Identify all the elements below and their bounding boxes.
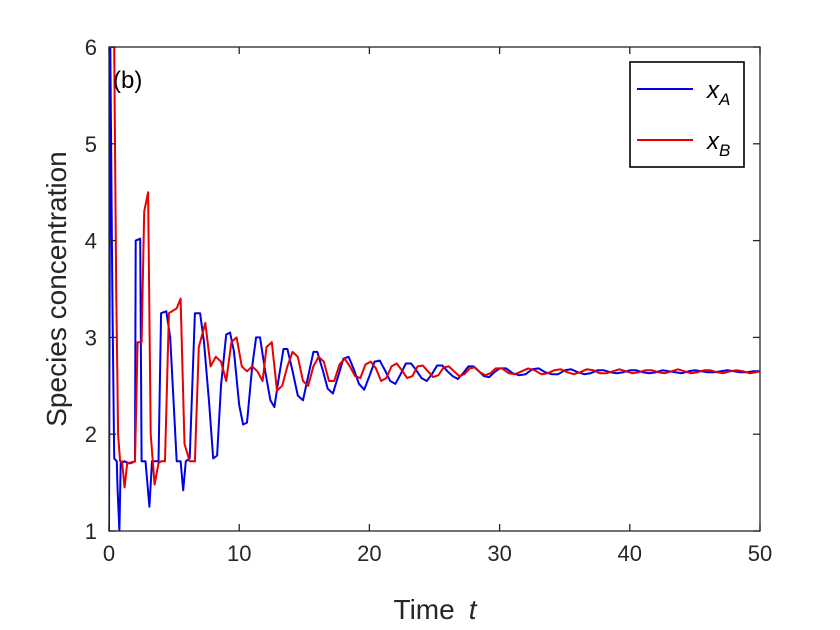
y-tick-label: 5 xyxy=(85,132,97,157)
series-layer xyxy=(109,47,760,531)
panel-label: (b) xyxy=(113,67,142,94)
x-tick-label: 10 xyxy=(227,541,251,566)
legend-label-xb-var: x xyxy=(706,128,720,155)
x-tick-label: 0 xyxy=(103,541,115,566)
series-line-xa xyxy=(109,47,760,531)
y-tick-label: 2 xyxy=(85,422,97,447)
tick-layer: 0 10 20 30 40 50 1 2 3 4 5 6 xyxy=(85,35,772,566)
x-axis-title-text: Time xyxy=(394,594,455,625)
x-axis-title-var: t xyxy=(469,594,478,625)
x-tick-label: 40 xyxy=(618,541,642,566)
legend-label-xb: xB xyxy=(706,128,730,160)
y-tick-label: 3 xyxy=(85,325,97,350)
legend: xA xB xyxy=(629,61,745,168)
x-tick-label: 20 xyxy=(357,541,381,566)
legend-label-xa-sub: A xyxy=(718,90,730,109)
x-tick-label: 50 xyxy=(748,541,772,566)
plot-area-frame xyxy=(108,46,761,532)
legend-label-xa-var: x xyxy=(706,77,720,104)
legend-box xyxy=(629,61,745,168)
y-tick-label: 1 xyxy=(85,519,97,544)
legend-label-xa: xA xyxy=(706,77,730,109)
series-line-xb xyxy=(109,47,760,489)
x-axis-title: Time t xyxy=(394,594,478,625)
legend-label-xb-sub: B xyxy=(719,141,730,160)
y-axis-title: Species concentration xyxy=(41,151,72,427)
y-tick-label: 4 xyxy=(85,229,97,254)
x-tick-label: 30 xyxy=(487,541,511,566)
y-tick-label: 6 xyxy=(85,35,97,60)
